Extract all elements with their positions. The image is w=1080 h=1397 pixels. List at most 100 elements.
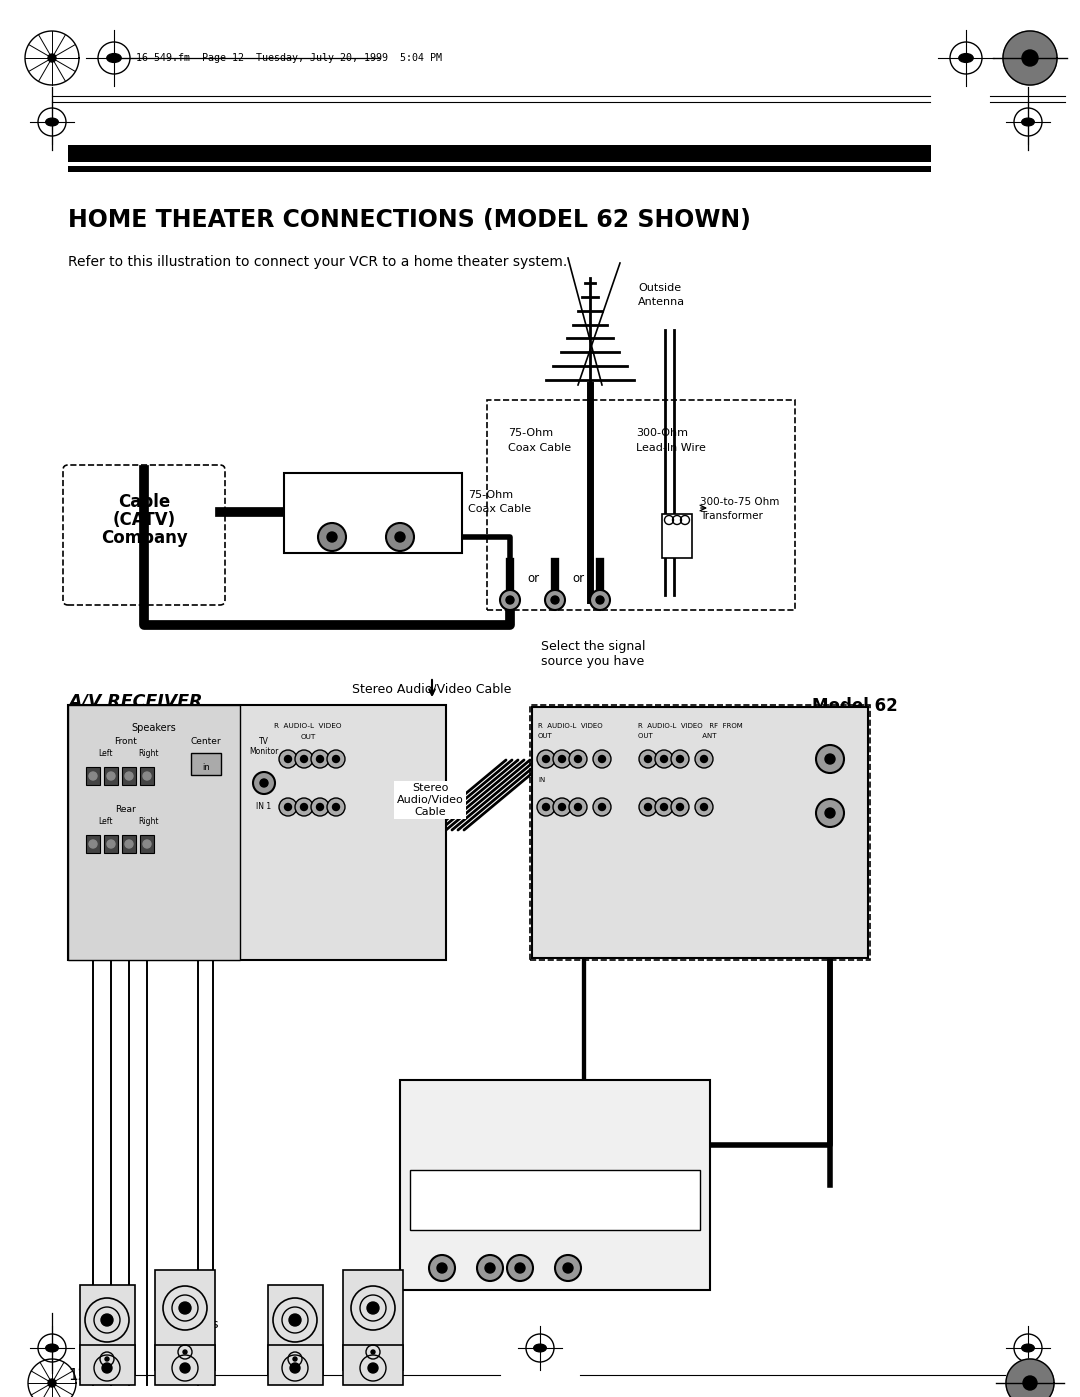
Circle shape — [542, 803, 550, 810]
Circle shape — [816, 745, 843, 773]
Circle shape — [639, 798, 657, 816]
Circle shape — [645, 756, 651, 763]
Ellipse shape — [1022, 1344, 1035, 1352]
Circle shape — [1022, 50, 1038, 66]
Text: R  AUDIO-L  VIDEO   RF  FROM: R AUDIO-L VIDEO RF FROM — [638, 724, 743, 729]
Circle shape — [500, 590, 519, 610]
Circle shape — [395, 532, 405, 542]
Bar — [68, 705, 240, 960]
Circle shape — [107, 773, 114, 780]
Text: Refer to this illustration to connect your VCR to a home theater system.: Refer to this illustration to connect yo… — [68, 256, 567, 270]
Circle shape — [316, 756, 324, 763]
Circle shape — [639, 750, 657, 768]
Bar — [68, 705, 446, 960]
Text: I N: I N — [325, 518, 339, 528]
Bar — [156, 1345, 215, 1384]
Circle shape — [318, 522, 346, 550]
Bar — [68, 166, 931, 172]
Bar — [530, 705, 870, 960]
Text: Audio In: Audio In — [486, 1255, 524, 1264]
Circle shape — [260, 780, 268, 787]
Circle shape — [696, 798, 713, 816]
Circle shape — [107, 840, 114, 848]
Circle shape — [295, 750, 313, 768]
Text: Right: Right — [138, 749, 159, 759]
Circle shape — [654, 798, 673, 816]
Bar — [122, 767, 136, 785]
Circle shape — [143, 840, 151, 848]
Circle shape — [429, 1255, 455, 1281]
Circle shape — [291, 1363, 300, 1373]
Text: Outside: Outside — [638, 284, 681, 293]
Bar — [68, 145, 931, 162]
Circle shape — [515, 1263, 525, 1273]
Text: Model 62: Model 62 — [812, 697, 897, 715]
Circle shape — [825, 754, 835, 764]
Text: 12: 12 — [68, 1368, 87, 1383]
Circle shape — [676, 803, 684, 810]
Bar — [400, 1080, 710, 1289]
Bar — [191, 753, 221, 775]
Bar — [140, 835, 154, 854]
Text: OUT                      ANT: OUT ANT — [638, 733, 716, 739]
Circle shape — [289, 1315, 301, 1326]
Text: R  AUDIO-L  VIDEO: R AUDIO-L VIDEO — [538, 724, 603, 729]
Circle shape — [553, 798, 571, 816]
Text: Coax Cable: Coax Cable — [508, 443, 571, 453]
Text: IN: IN — [538, 777, 545, 782]
Bar — [343, 1270, 403, 1370]
Text: A/V RECEIVER: A/V RECEIVER — [68, 692, 203, 710]
Circle shape — [590, 590, 610, 610]
Circle shape — [102, 1315, 113, 1326]
Bar — [80, 1345, 135, 1384]
Ellipse shape — [534, 1344, 546, 1352]
Text: or: or — [572, 571, 584, 584]
Circle shape — [537, 750, 555, 768]
Text: Stereo
Audio/Video
Cable: Stereo Audio/Video Cable — [396, 784, 463, 817]
Circle shape — [327, 798, 345, 816]
Text: or: or — [527, 571, 539, 584]
Circle shape — [701, 756, 707, 763]
Circle shape — [143, 773, 151, 780]
Circle shape — [596, 597, 604, 604]
Text: L: L — [487, 1268, 492, 1278]
Text: R: R — [516, 1268, 524, 1278]
Bar — [86, 767, 100, 785]
Ellipse shape — [45, 1344, 58, 1352]
Circle shape — [284, 756, 292, 763]
Circle shape — [48, 54, 56, 61]
Text: Transformer: Transformer — [700, 511, 762, 521]
Circle shape — [661, 803, 667, 810]
Text: Coax Cable: Coax Cable — [730, 862, 793, 872]
Circle shape — [696, 750, 713, 768]
Text: Antenna In: Antenna In — [543, 1255, 593, 1264]
Circle shape — [558, 803, 566, 810]
Bar — [662, 514, 692, 557]
Circle shape — [279, 750, 297, 768]
Circle shape — [183, 1350, 187, 1354]
Circle shape — [553, 750, 571, 768]
Circle shape — [569, 798, 588, 816]
Circle shape — [300, 756, 308, 763]
Text: OUT: OUT — [300, 733, 315, 740]
Circle shape — [545, 590, 565, 610]
Circle shape — [654, 750, 673, 768]
Bar — [532, 707, 868, 958]
Circle shape — [125, 773, 133, 780]
Circle shape — [372, 1350, 375, 1354]
Bar — [140, 767, 154, 785]
Circle shape — [48, 1379, 56, 1387]
Circle shape — [671, 798, 689, 816]
Text: (CATV): (CATV) — [112, 511, 176, 529]
Bar — [104, 835, 118, 854]
Text: 300-to-75 Ohm: 300-to-75 Ohm — [700, 497, 780, 507]
Bar — [284, 474, 462, 553]
Circle shape — [575, 803, 581, 810]
Ellipse shape — [959, 53, 973, 63]
Circle shape — [89, 773, 97, 780]
Text: 300-Ohm: 300-Ohm — [636, 427, 688, 439]
Text: Rear: Rear — [116, 805, 136, 814]
Text: 75-Ohm: 75-Ohm — [730, 848, 775, 858]
Bar — [104, 767, 118, 785]
Bar — [80, 1285, 135, 1375]
